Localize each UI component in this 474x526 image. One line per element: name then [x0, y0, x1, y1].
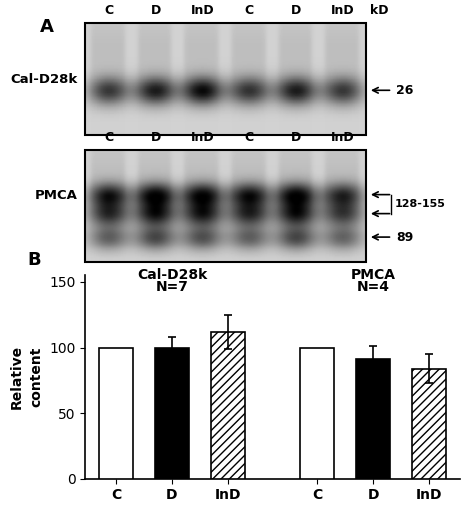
Text: InD: InD	[191, 4, 214, 17]
Text: Cal-D28k: Cal-D28k	[10, 73, 78, 86]
Bar	[85, 23, 366, 135]
Text: InD: InD	[331, 130, 355, 144]
Bar	[301, 348, 334, 479]
Bar	[211, 332, 245, 479]
Text: A: A	[40, 18, 54, 36]
Text: PMCA: PMCA	[351, 268, 396, 282]
Text: N=7: N=7	[155, 280, 188, 294]
Text: D: D	[291, 4, 301, 17]
Text: 89: 89	[396, 230, 413, 244]
Text: C: C	[245, 130, 254, 144]
Bar	[412, 369, 446, 479]
Bar	[99, 348, 133, 479]
Text: C: C	[245, 4, 254, 17]
Text: InD: InD	[331, 4, 355, 17]
Text: D: D	[291, 130, 301, 144]
Text: Cal-D28k: Cal-D28k	[137, 268, 207, 282]
Y-axis label: Relative
content: Relative content	[10, 345, 44, 409]
Text: PMCA: PMCA	[35, 189, 78, 203]
Text: InD: InD	[191, 130, 214, 144]
Text: 128-155: 128-155	[394, 199, 445, 209]
Text: D: D	[150, 130, 161, 144]
Text: C: C	[104, 4, 113, 17]
Text: N=4: N=4	[356, 280, 390, 294]
Bar	[85, 150, 366, 261]
Text: kD: kD	[370, 4, 388, 17]
Text: 26: 26	[396, 84, 413, 97]
Text: D: D	[150, 4, 161, 17]
Text: B: B	[27, 251, 41, 269]
Bar	[356, 359, 390, 479]
Bar	[155, 348, 189, 479]
Text: C: C	[104, 130, 113, 144]
